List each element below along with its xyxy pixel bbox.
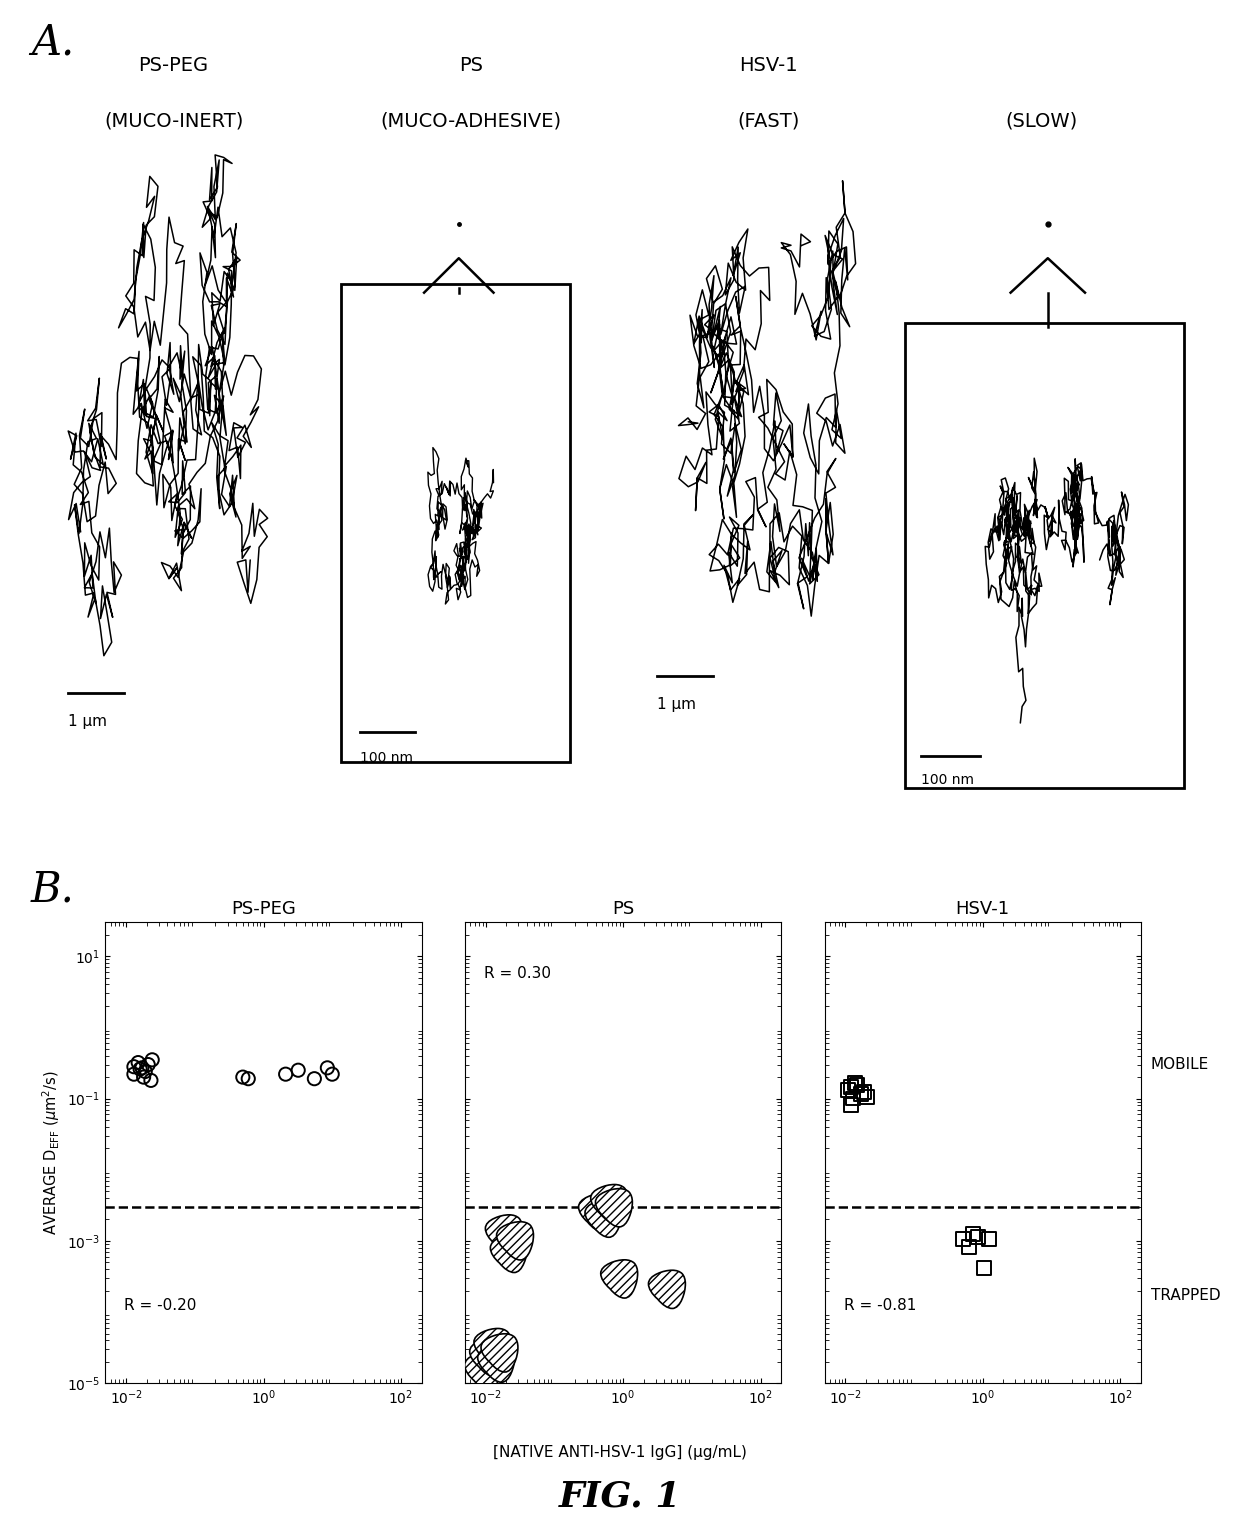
Point bbox=[131, 1056, 151, 1081]
Point bbox=[135, 1059, 155, 1084]
Text: PS: PS bbox=[459, 55, 484, 75]
Point bbox=[124, 1062, 144, 1087]
Point bbox=[975, 1256, 994, 1280]
Point bbox=[858, 1085, 878, 1110]
Point bbox=[959, 1234, 978, 1259]
Point bbox=[143, 1048, 162, 1073]
Text: R = -0.81: R = -0.81 bbox=[843, 1297, 916, 1313]
Point bbox=[317, 1056, 337, 1081]
Point bbox=[847, 1073, 867, 1097]
Ellipse shape bbox=[496, 1222, 533, 1260]
Text: [NATIVE ANTI-HSV-1 IgG] (μg/mL): [NATIVE ANTI-HSV-1 IgG] (μg/mL) bbox=[494, 1445, 746, 1460]
Ellipse shape bbox=[481, 1334, 518, 1373]
Text: PS-PEG: PS-PEG bbox=[139, 55, 208, 75]
Point bbox=[980, 1227, 999, 1251]
Text: (FAST): (FAST) bbox=[738, 112, 800, 131]
Point bbox=[139, 1053, 159, 1077]
Ellipse shape bbox=[485, 1214, 522, 1253]
Text: (SLOW): (SLOW) bbox=[1006, 112, 1078, 131]
Text: MOBILE: MOBILE bbox=[1151, 1057, 1209, 1073]
Ellipse shape bbox=[477, 1343, 515, 1382]
Y-axis label: AVERAGE D$_{\mathregular{EFF}}$ ($\mu$m$^2$/s): AVERAGE D$_{\mathregular{EFF}}$ ($\mu$m$… bbox=[40, 1070, 62, 1236]
Text: A.: A. bbox=[31, 22, 74, 63]
Point bbox=[841, 1093, 861, 1117]
Point bbox=[963, 1222, 983, 1247]
Ellipse shape bbox=[590, 1185, 627, 1223]
Ellipse shape bbox=[470, 1337, 507, 1376]
Ellipse shape bbox=[595, 1188, 632, 1227]
Point bbox=[233, 1065, 253, 1090]
Ellipse shape bbox=[600, 1260, 637, 1299]
Text: R = -0.20: R = -0.20 bbox=[124, 1297, 197, 1313]
Point bbox=[305, 1067, 325, 1091]
Point bbox=[841, 1074, 861, 1099]
Text: (MUCO-ADHESIVE): (MUCO-ADHESIVE) bbox=[381, 112, 562, 131]
Text: FIG. 1: FIG. 1 bbox=[559, 1480, 681, 1514]
Point bbox=[124, 1054, 144, 1079]
FancyBboxPatch shape bbox=[341, 284, 570, 762]
Point bbox=[130, 1057, 150, 1082]
Point bbox=[954, 1227, 973, 1251]
Point bbox=[846, 1071, 866, 1096]
Point bbox=[141, 1068, 161, 1093]
Point bbox=[288, 1057, 308, 1082]
Text: B.: B. bbox=[31, 868, 74, 910]
Title: PS: PS bbox=[613, 899, 634, 918]
Ellipse shape bbox=[474, 1328, 511, 1366]
Point bbox=[128, 1050, 148, 1074]
FancyBboxPatch shape bbox=[905, 323, 1184, 787]
Ellipse shape bbox=[585, 1199, 622, 1237]
Text: 100 nm: 100 nm bbox=[921, 773, 975, 787]
Point bbox=[843, 1087, 863, 1111]
Text: 1 μm: 1 μm bbox=[657, 698, 696, 712]
Text: TRAPPED: TRAPPED bbox=[1151, 1288, 1220, 1303]
Title: PS-PEG: PS-PEG bbox=[231, 899, 296, 918]
Point bbox=[854, 1079, 874, 1104]
Ellipse shape bbox=[490, 1234, 527, 1273]
Point bbox=[968, 1225, 988, 1250]
Ellipse shape bbox=[649, 1270, 686, 1308]
Ellipse shape bbox=[579, 1193, 615, 1231]
Text: R = 0.30: R = 0.30 bbox=[484, 965, 551, 981]
Text: 100 nm: 100 nm bbox=[360, 750, 413, 764]
Point bbox=[275, 1062, 295, 1087]
Point bbox=[851, 1082, 870, 1107]
Ellipse shape bbox=[465, 1351, 502, 1389]
Title: HSV-1: HSV-1 bbox=[956, 899, 1009, 918]
Point bbox=[838, 1077, 858, 1102]
Text: 1 μm: 1 μm bbox=[68, 715, 107, 730]
Text: (MUCO-INERT): (MUCO-INERT) bbox=[104, 112, 243, 131]
Point bbox=[322, 1062, 342, 1087]
Point bbox=[238, 1067, 258, 1091]
Point bbox=[134, 1065, 154, 1090]
Text: HSV-1: HSV-1 bbox=[739, 55, 799, 75]
